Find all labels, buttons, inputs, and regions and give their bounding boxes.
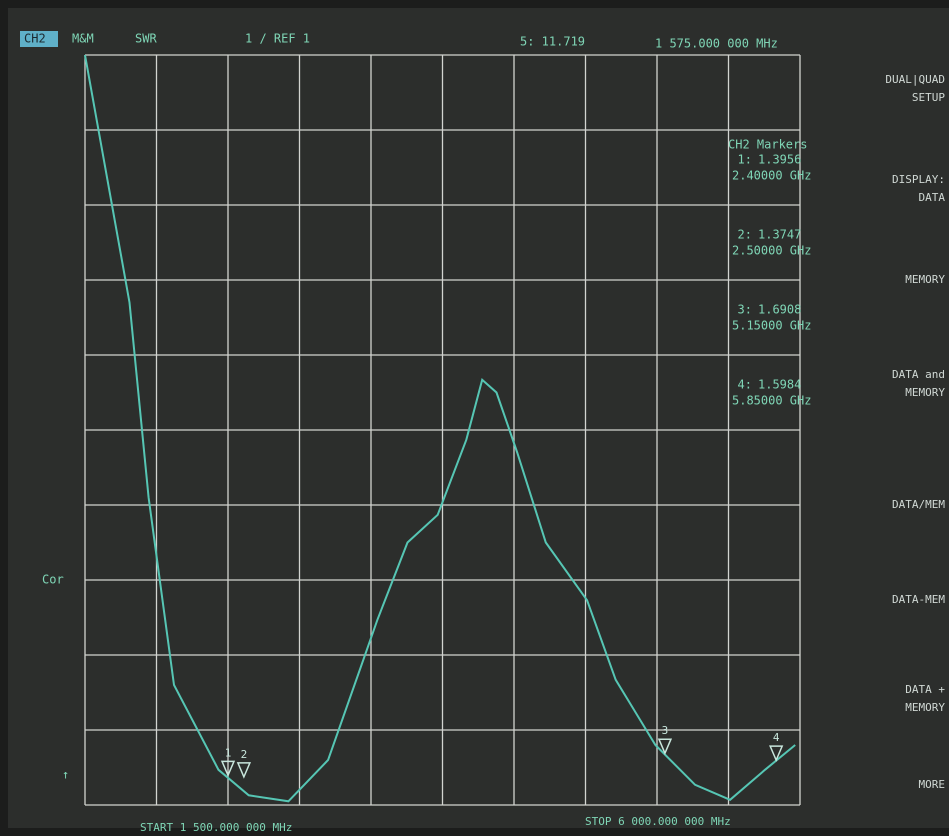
marker-value: 1.6908 <box>758 303 801 317</box>
marker-label: 3: <box>738 303 752 317</box>
marker-triangle <box>769 745 784 763</box>
marker-number: 1 <box>225 746 232 759</box>
format: SWR <box>135 32 157 46</box>
softkey-label[interactable]: SETUP <box>912 91 945 104</box>
softkey-label[interactable]: MEMORY <box>905 701 945 714</box>
side-label: Cor <box>42 573 64 587</box>
scale: 1 / REF 1 <box>245 32 310 46</box>
softkey-label[interactable]: DATA <box>919 191 946 204</box>
screen-bg <box>8 8 949 828</box>
marker-triangle <box>236 762 252 779</box>
softkey-label[interactable]: MEMORY <box>905 386 945 399</box>
marker-number: 2 <box>241 748 248 761</box>
softkey-label[interactable]: DATA + <box>905 683 945 696</box>
softkey-label[interactable]: MORE <box>919 778 946 791</box>
softkey-label[interactable]: DATA-MEM <box>892 593 945 606</box>
marker-triangle <box>657 738 673 756</box>
markers-title: CH2 Markers <box>728 138 807 152</box>
channel: CH2 <box>24 32 46 46</box>
marker-label: 4: <box>738 378 752 392</box>
marker-number: 3 <box>662 724 669 737</box>
active-marker: 5: 11.719 <box>520 35 585 49</box>
marker-freq: 5.15000 GHz <box>732 319 811 333</box>
arrow: ↑ <box>62 768 69 782</box>
trace <box>84 54 796 803</box>
marker-number: 4 <box>773 731 780 744</box>
format-tag: M&M <box>72 32 94 46</box>
marker-freq: 2.50000 GHz <box>732 244 811 258</box>
stop-label: STOP 6 000.000 000 MHz <box>585 815 731 828</box>
softkey-label[interactable]: MEMORY <box>905 273 945 286</box>
marker-value: 1.3956 <box>758 153 801 167</box>
marker-label: 1: <box>738 153 752 167</box>
softkey-label[interactable]: DUAL|QUAD <box>885 73 945 86</box>
active-freq: 1 575.000 000 MHz <box>655 37 778 51</box>
softkey-label[interactable]: DATA and <box>892 368 945 381</box>
softkey-label[interactable]: DISPLAY: <box>892 173 945 186</box>
marker-value: 1.5984 <box>758 378 801 392</box>
marker-label: 2: <box>738 228 752 242</box>
marker-triangle <box>220 760 236 778</box>
channel-box <box>20 31 58 47</box>
start-label: START 1 500.000 000 MHz <box>140 821 292 834</box>
marker-freq: 2.40000 GHz <box>732 169 811 183</box>
marker-value: 1.3747 <box>758 228 801 242</box>
softkey-label[interactable]: DATA/MEM <box>892 498 945 511</box>
marker-freq: 5.85000 GHz <box>732 394 811 408</box>
